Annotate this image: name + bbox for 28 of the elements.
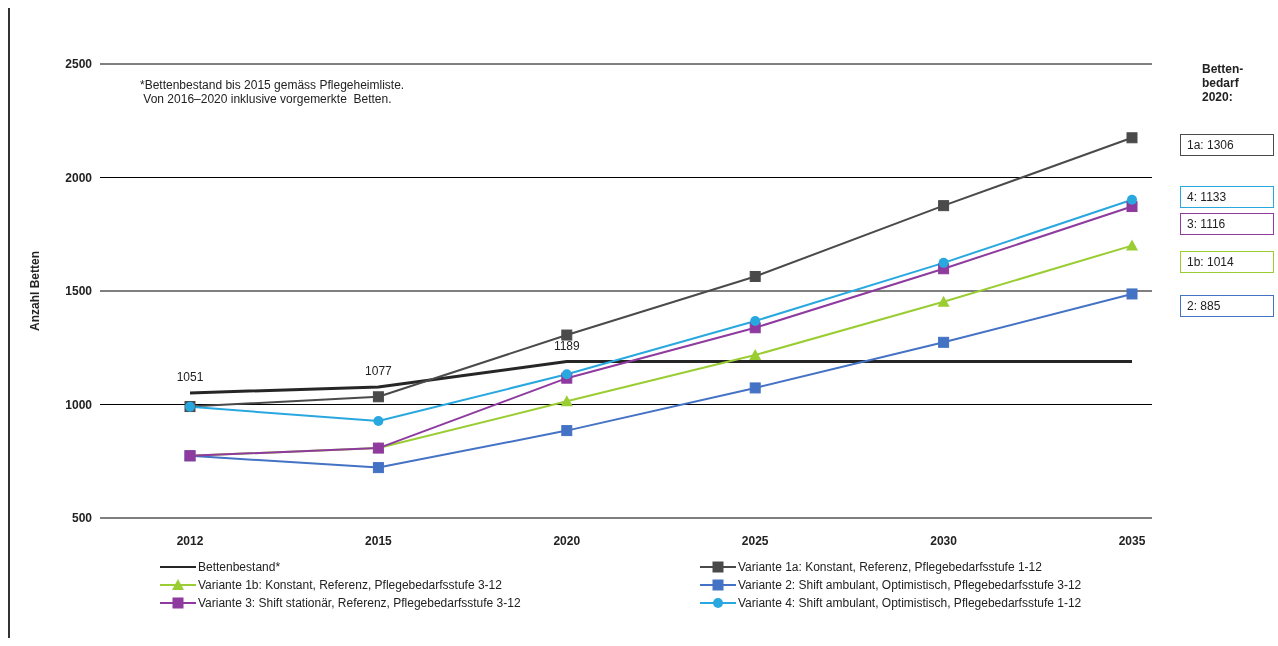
text: Betten- bedarf 2020: — [1202, 62, 1244, 104]
legend-label: Variante 1a: Konstant, Referenz, Pflegebedarfsstufe 1-12 — [738, 560, 1042, 574]
y-tick-label: 1000 — [65, 397, 93, 412]
x-tick-label: 2030 — [930, 533, 958, 548]
y-tick-label: 1500 — [65, 284, 93, 299]
x-tick-label: 2025 — [741, 533, 769, 548]
y-tick-label: 2000 — [65, 170, 93, 185]
x-tick-label: 2015 — [365, 533, 393, 548]
x-tick-label: 2012 — [176, 533, 204, 548]
y-axis-title: Anzahl Betten — [28, 250, 43, 332]
data-label: 1077 — [365, 364, 393, 379]
y-tick-label: 2500 — [65, 57, 93, 72]
data-label: 1051 — [176, 369, 204, 384]
legend-label: Variante 1b: Konstant, Referenz, Pflegebedarfsstufe 3-12 — [198, 578, 502, 592]
legend-label: Variante 2: Shift ambulant, Optimistisch, Pflegebedarfsstufe 3-12 — [738, 578, 1082, 592]
x-tick-label: 2035 — [1118, 533, 1146, 548]
text: 1b: 1014 — [1180, 251, 1274, 273]
legend-label: Bettenbestand* — [198, 560, 281, 574]
text: 3: 1116 — [1180, 213, 1274, 235]
text: 2: 885 — [1180, 295, 1274, 317]
text: 1a: 1306 — [1180, 134, 1274, 156]
data-label: 1189 — [553, 338, 581, 353]
text: 4: 1133 — [1180, 186, 1274, 208]
annotation: *Bettenbestand bis 2015 gemäss Pflegeheimliste. Von 2016–2020 inklusive vorgemerkte Betten. — [140, 78, 405, 106]
legend-label: Variante 4: Shift ambulant, Optimistisch, Pflegebedarfsstufe 1-12 — [738, 596, 1082, 610]
y-tick-label: 500 — [71, 511, 93, 526]
x-tick-label: 2020 — [553, 533, 581, 548]
legend-label: Variante 3: Shift stationär, Referenz, Pflegebedarfsstufe 3-12 — [198, 596, 521, 610]
